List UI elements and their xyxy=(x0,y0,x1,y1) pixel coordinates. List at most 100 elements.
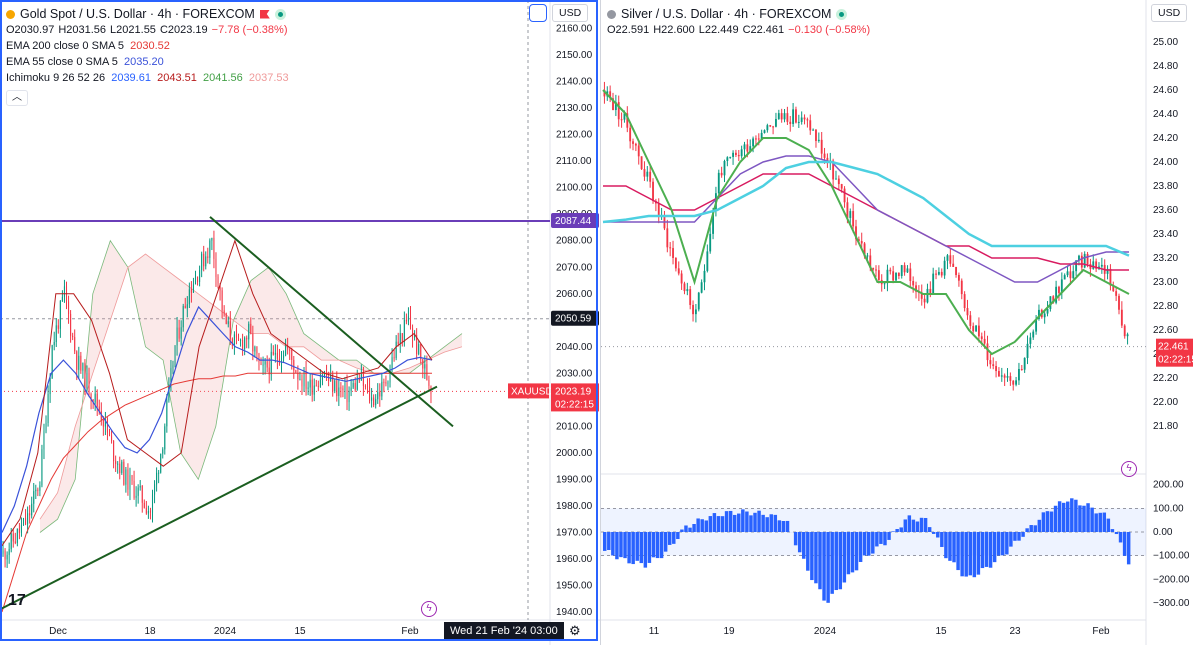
ichimoku-kijun-value: 2043.51 xyxy=(157,72,197,84)
silver-candle xyxy=(657,203,660,217)
gold-candle xyxy=(129,475,131,490)
gold-candle xyxy=(86,373,88,389)
flag-icon[interactable] xyxy=(259,9,270,19)
ema55-line xyxy=(1,305,433,533)
gold-candle xyxy=(68,301,70,314)
silver-candle xyxy=(843,188,846,203)
silver-candle xyxy=(886,269,889,284)
silver-candle xyxy=(612,98,614,111)
silver-chart-panel[interactable]: 21.8022.0022.2022.4022.6022.8023.0023.20… xyxy=(600,0,1193,645)
oscillator-bar xyxy=(927,527,932,532)
chevron-up-icon[interactable]: ︿ xyxy=(6,90,28,106)
gold-candle xyxy=(373,397,375,406)
silver-candle xyxy=(1000,375,1003,377)
gold-candle xyxy=(90,394,92,400)
gold-ohlc: O2030.97 H2031.56 L2021.55 C2023.19 −7.78 (−… xyxy=(6,22,292,38)
gold-candle xyxy=(246,337,248,340)
oscillator-bar xyxy=(741,509,745,532)
silver-candle xyxy=(806,119,809,121)
ema200-value: 2030.52 xyxy=(130,40,170,52)
lightning-icon[interactable]: ϟ xyxy=(1121,461,1137,477)
silver-candle xyxy=(1018,369,1020,381)
gold-candle xyxy=(104,419,106,427)
oscillator-bar xyxy=(968,532,972,576)
gold-candle xyxy=(260,362,262,365)
gold-high: H2031.56 xyxy=(58,24,107,36)
oscillator-bar xyxy=(1086,503,1090,532)
oscillator-bar xyxy=(952,532,956,563)
layout-icon[interactable] xyxy=(529,4,547,22)
oscillator-bar xyxy=(964,532,968,577)
silver-candle xyxy=(757,138,760,140)
gold-candle xyxy=(235,334,237,338)
oscillator-bar xyxy=(1114,532,1119,535)
oscillator-bar xyxy=(745,511,749,532)
oscillator-bar xyxy=(615,532,619,560)
oscillator-bar xyxy=(956,532,960,571)
gold-candle xyxy=(371,397,373,401)
oscillator-bar xyxy=(1013,532,1017,541)
gold-candle xyxy=(2,550,4,554)
silver-candle xyxy=(840,184,843,189)
gold-candle xyxy=(147,510,149,514)
silver-candle xyxy=(1109,268,1112,286)
gold-title[interactable]: Gold Spot / U.S. Dollar · 4h · FOREXCOM xyxy=(20,7,255,21)
silver-candle xyxy=(709,233,712,252)
gold-chart-panel[interactable]: 1940.00 1950.00 1960.00 1970.00 1980.00 1990.… xyxy=(0,0,600,645)
gold-candle xyxy=(283,355,285,359)
silver-candle xyxy=(855,226,857,240)
gold-y-tick: 2120.00 xyxy=(556,130,593,141)
gold-candle xyxy=(8,549,10,555)
gold-candle xyxy=(172,365,174,369)
lightning-icon[interactable]: ϟ xyxy=(421,601,437,617)
silver-title[interactable]: Silver / U.S. Dollar · 4h · FOREXCOM xyxy=(621,7,832,21)
gold-candle xyxy=(199,270,201,282)
gold-currency-button[interactable]: USD xyxy=(552,4,589,22)
oscillator-bar xyxy=(903,519,908,532)
silver-change: −0.130 (−0.58%) xyxy=(788,24,871,36)
trendline-lower xyxy=(0,385,438,611)
gold-candle xyxy=(22,518,25,526)
silver-candle xyxy=(686,289,689,292)
oscillator-bar xyxy=(765,517,769,532)
silver-open: O22.591 xyxy=(607,24,650,36)
silver-ohlc: O22.591 H22.600 L22.449 C22.461 −0.130 (−0.5… xyxy=(607,22,874,38)
oscillator-bar xyxy=(777,520,782,532)
silver-currency-button[interactable]: USD xyxy=(1151,4,1188,22)
oscillator-bar xyxy=(720,516,725,532)
oscillator-bar xyxy=(781,521,786,532)
tradingview-logo[interactable]: 17 xyxy=(8,592,26,609)
silver-candle xyxy=(1038,309,1040,320)
silver-candle xyxy=(1058,286,1060,293)
indicator-ichimoku[interactable]: Ichimoku 9 26 52 26 2039.61 2043.51 2041… xyxy=(6,70,292,86)
gold-candle xyxy=(344,383,346,390)
silver-candle xyxy=(1012,380,1015,385)
gold-chart-canvas[interactable]: 1940.00 1950.00 1960.00 1970.00 1980.00 1990.… xyxy=(0,0,600,645)
silver-candle xyxy=(712,211,714,234)
gold-candle xyxy=(213,237,215,259)
indicator-ema200[interactable]: EMA 200 close 0 SMA 5 2030.52 xyxy=(6,38,292,54)
gold-candle xyxy=(121,461,123,474)
gold-candle xyxy=(113,440,115,462)
oscillator-bar xyxy=(1057,501,1062,532)
silver-candle xyxy=(726,157,729,161)
oscillator-bar xyxy=(834,532,838,591)
gold-x-tick: 15 xyxy=(294,626,306,637)
gold-y-tick: 1950.00 xyxy=(556,581,593,592)
gold-candle xyxy=(336,380,338,397)
gold-candle xyxy=(141,485,143,503)
silver-chart-canvas[interactable]: 21.8022.0022.2022.4022.6022.8023.0023.20… xyxy=(601,0,1193,645)
oscillator-bar xyxy=(899,527,903,532)
silver-candle xyxy=(763,130,766,133)
silver-candle xyxy=(800,117,803,122)
indicator-ema55[interactable]: EMA 55 close 0 SMA 5 2035.20 xyxy=(6,54,292,70)
silver-candle xyxy=(932,273,935,294)
gear-icon[interactable]: ⚙ xyxy=(569,623,581,638)
gold-y-tick: 2010.00 xyxy=(556,421,593,432)
gold-candle xyxy=(205,256,207,267)
gold-y-tick: 2140.00 xyxy=(556,77,593,88)
oscillator-bar xyxy=(976,532,981,575)
gold-candle xyxy=(393,357,395,359)
oscillator-bar xyxy=(867,532,871,556)
silver-candle xyxy=(737,154,740,157)
